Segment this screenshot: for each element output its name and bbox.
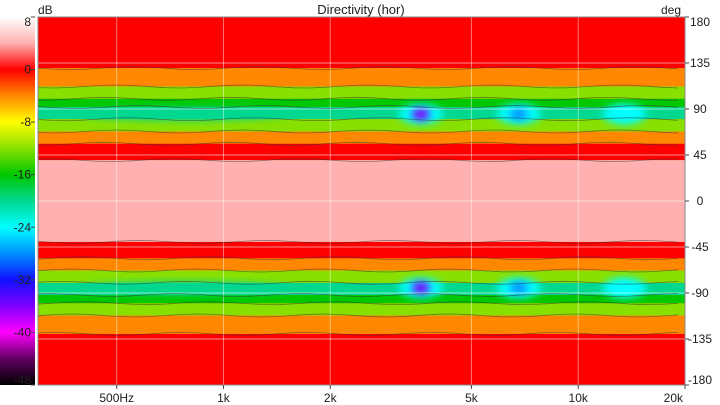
contour-line (38, 158, 679, 163)
contour-line (38, 331, 679, 336)
y-tick-label: -45 (691, 240, 709, 254)
level-band (38, 258, 685, 271)
y-axis-ticks: 180 135 90 45 0 -45 -90 -135 -180 (685, 15, 712, 387)
null-region (82, 108, 286, 121)
x-tick-label: 20k (664, 391, 684, 405)
y-tick-label: 135 (690, 56, 710, 70)
contour-line (38, 268, 679, 273)
x-tick-label: 5k (465, 391, 479, 405)
x-tick-label: 500Hz (99, 391, 134, 405)
level-band (38, 241, 685, 259)
level-band (38, 86, 685, 99)
colorbar-tick-label: 8 (24, 15, 31, 29)
grid (38, 17, 685, 385)
level-band (38, 295, 685, 304)
null-region (509, 281, 528, 294)
level-band (38, 143, 685, 161)
plot-area (38, 17, 685, 385)
y-tick-label: 0 (697, 194, 704, 208)
y-tick-label: 180 (690, 15, 710, 29)
colorbar-tick-label: -8 (20, 115, 31, 129)
colorbar-tick-label: -32 (14, 273, 32, 287)
contour-line (38, 117, 679, 122)
colorbar-unit-label: dB (38, 3, 53, 17)
contour-lines (38, 66, 679, 336)
x-tick-label: 10k (569, 391, 589, 405)
contour-line (38, 129, 679, 134)
contour-line (38, 256, 679, 261)
contour-line (38, 293, 679, 297)
contour-line (38, 84, 679, 89)
level-band (38, 68, 685, 87)
contour-line (38, 239, 679, 244)
y-tick-label: 45 (693, 148, 707, 162)
colorbar-tick-label: 0 (24, 63, 31, 77)
null-region (82, 281, 286, 294)
contour-line (38, 96, 679, 101)
level-band (38, 131, 685, 144)
null-region (615, 108, 634, 121)
colorbar-tick-label: -48 (14, 373, 32, 387)
contour-line (38, 66, 679, 71)
null-region (411, 108, 430, 121)
level-band (38, 333, 685, 385)
level-band (38, 315, 685, 334)
null-region (615, 281, 634, 294)
colorbar-ticks: 8 0 -8 -16 -24 -32 -40 -48 (14, 15, 35, 387)
level-band (38, 119, 685, 132)
contour-line (38, 313, 679, 318)
contour-line (38, 105, 679, 109)
colorbar-tick-label: -40 (14, 325, 32, 339)
null-region (509, 108, 528, 121)
colorbar-tick-label: -24 (14, 220, 32, 234)
chart-title: Directivity (hor) (317, 2, 404, 17)
level-band (38, 98, 685, 107)
y-tick-label: 90 (693, 102, 707, 116)
contour-line (38, 280, 679, 285)
contour-line (38, 301, 679, 306)
y-tick-label: -180 (688, 373, 712, 387)
contour-line (38, 141, 679, 146)
y-axis-unit-label: deg (661, 3, 681, 17)
level-band (38, 17, 685, 69)
level-band (38, 303, 685, 316)
x-tick-label: 1k (217, 391, 231, 405)
x-axis-ticks: 500Hz 1k 2k 5k 10k 20k (99, 385, 686, 405)
y-tick-label: -135 (688, 332, 712, 346)
colorbar-tick-label: -16 (14, 168, 32, 182)
colorbar (0, 17, 35, 385)
null-region (411, 281, 430, 294)
y-tick-label: -90 (691, 286, 709, 300)
x-tick-label: 2k (324, 391, 338, 405)
